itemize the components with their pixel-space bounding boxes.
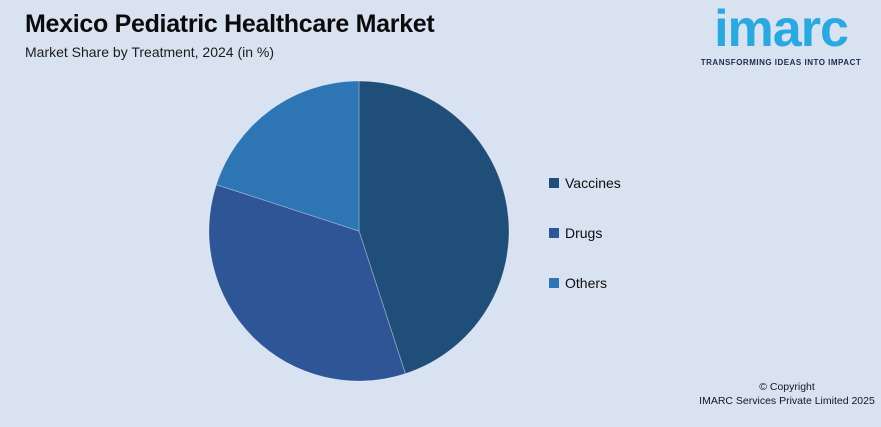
- pie-slice-vaccines: [358, 80, 510, 375]
- pie-chart-container: [208, 80, 510, 382]
- copyright-line2: IMARC Services Private Limited 2025: [699, 394, 875, 407]
- legend-label: Vaccines: [565, 175, 621, 191]
- legend-marker-others: [549, 278, 559, 288]
- imarc-tagline: TRANSFORMING IDEAS INTO IMPACT: [700, 57, 862, 67]
- pie-slice-others: [215, 80, 360, 232]
- chart-header: Mexico Pediatric Healthcare Market Marke…: [25, 10, 435, 60]
- imarc-wordmark: imarc: [714, 0, 849, 58]
- chart-title: Mexico Pediatric Healthcare Market: [25, 10, 435, 38]
- pie-chart: [208, 80, 510, 382]
- copyright-line1: © Copyright: [759, 381, 815, 393]
- pie-slice-drugs: [208, 184, 406, 382]
- legend-item-others: Others: [549, 275, 621, 291]
- legend-item-vaccines: Vaccines: [549, 175, 621, 191]
- copyright-notice: © Copyright IMARC Services Private Limit…: [697, 381, 877, 408]
- legend-label: Drugs: [565, 225, 603, 241]
- chart-legend: Vaccines Drugs Others: [549, 175, 621, 291]
- legend-label: Others: [565, 275, 608, 291]
- legend-item-drugs: Drugs: [549, 225, 621, 241]
- imarc-logo: imarc TRANSFORMING IDEAS INTO IMPACT: [691, 2, 871, 67]
- chart-subtitle: Market Share by Treatment, 2024 (in %): [25, 43, 274, 60]
- legend-marker-drugs: [549, 228, 559, 238]
- legend-marker-vaccines: [549, 178, 559, 188]
